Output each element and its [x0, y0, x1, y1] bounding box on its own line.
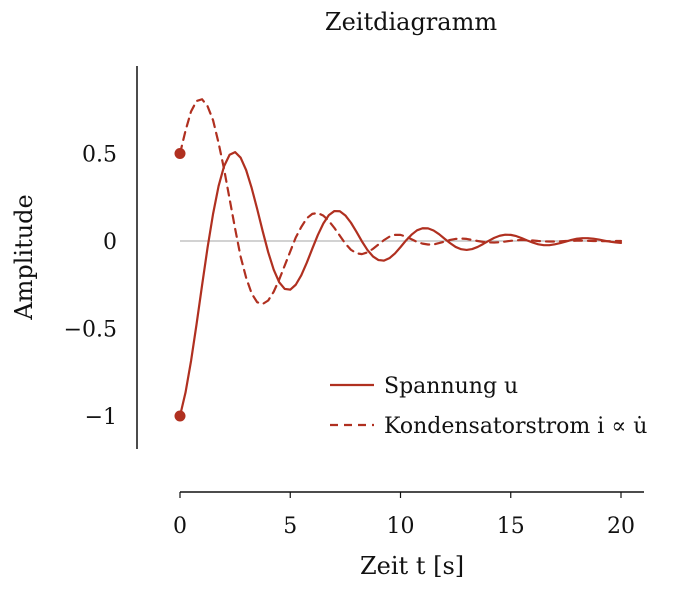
start-point-marker — [174, 148, 186, 159]
x-tick-label: 10 — [387, 514, 415, 539]
y-tick-label: −0.5 — [64, 318, 117, 343]
spannung-line — [178, 151, 623, 418]
y-axis: −1 −0.5 0 0.5 — [64, 66, 138, 449]
y-tick-label: 0 — [103, 230, 117, 255]
series-layer — [178, 98, 623, 418]
start-point-marker — [174, 410, 186, 422]
markers-layer — [174, 148, 186, 422]
legend-label-kondensatorstrom: Kondensatorstrom i ∝ u̇ — [384, 414, 647, 439]
kondensatorstrom-line — [178, 98, 623, 306]
legend-label-spannung: Spannung u — [384, 374, 518, 399]
x-tick-label: 20 — [607, 514, 635, 539]
x-axis-label: Zeit t [s] — [360, 552, 464, 580]
x-tick-label: 5 — [283, 514, 297, 539]
x-axis: 0 5 10 15 20 — [173, 491, 644, 539]
x-tick-label: 0 — [173, 514, 187, 539]
y-axis-label: Amplitude — [10, 194, 38, 320]
x-tick-label: 15 — [497, 514, 525, 539]
legend: Spannung u Kondensatorstrom i ∝ u̇ — [330, 374, 647, 439]
y-tick-label: 0.5 — [82, 143, 117, 168]
chart-title: Zeitdiagramm — [325, 8, 497, 36]
y-tick-label: −1 — [85, 405, 117, 430]
